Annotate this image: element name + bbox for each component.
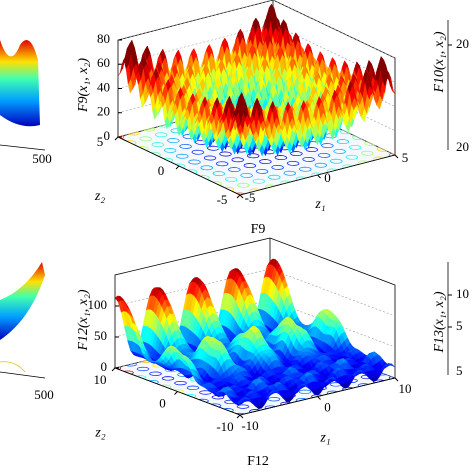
floor-contour — [352, 135, 364, 141]
floor-contour — [179, 143, 192, 149]
floor-contour — [252, 178, 266, 184]
floor-contour — [255, 168, 269, 174]
z-tick-label: 50 — [94, 328, 107, 343]
floor-contour — [290, 151, 303, 157]
x-axis-label: z₁ — [314, 197, 325, 212]
floor-contour — [299, 166, 312, 172]
floor-contour — [231, 157, 244, 163]
z-axis-label: F9(x₁, x₂) — [76, 58, 91, 113]
floor-contour — [336, 139, 350, 145]
floor-contour — [305, 147, 319, 153]
floor-contour — [139, 136, 152, 142]
floor-contour — [274, 155, 288, 161]
y-tick-label: 20 — [456, 139, 469, 154]
z-tick-label: 0 — [104, 128, 111, 143]
x-tick — [317, 174, 321, 179]
floor-contour — [0, 361, 26, 373]
floor-contour — [321, 143, 334, 149]
y-axis-label: z₂ — [94, 189, 105, 204]
floor-contour — [215, 161, 229, 167]
floor-contour — [246, 153, 260, 159]
floor-contour — [167, 138, 180, 144]
axis-line — [0, 144, 46, 151]
floor-contour — [240, 172, 253, 178]
y-tick — [114, 136, 119, 141]
floor-contour — [176, 153, 189, 159]
z-tick-label: 40 — [97, 79, 110, 94]
floor-contour — [345, 154, 359, 160]
floor-contour — [243, 163, 257, 169]
y-tick-label: -5 — [217, 192, 228, 207]
y-tick-label: 5 — [97, 134, 104, 149]
floor-contour — [127, 131, 140, 136]
floor-contour — [151, 142, 165, 148]
axis-line — [0, 371, 46, 379]
x-tick-label: 500 — [32, 151, 52, 166]
floor-contour — [143, 127, 156, 132]
floor-contour — [200, 165, 213, 171]
floor-contour — [188, 159, 201, 165]
floor-contour — [302, 156, 315, 162]
z-tick-label: 80 — [97, 31, 110, 46]
x-tick — [394, 154, 399, 159]
partial-surface — [0, 262, 45, 340]
grid-line — [117, 0, 396, 59]
floor-contour — [268, 174, 281, 180]
floor-contour — [154, 132, 168, 138]
caption: F9 — [251, 222, 266, 237]
x-tick-label: -5 — [245, 190, 256, 205]
floor-contour — [348, 144, 362, 150]
floor-contour — [212, 171, 226, 177]
floor-contour — [163, 147, 177, 153]
x-tick — [239, 194, 244, 199]
floor-contour — [314, 162, 328, 168]
floor-contour — [259, 159, 272, 165]
back-wall — [117, 0, 396, 155]
floor-contour — [224, 176, 238, 182]
floor-contour — [283, 170, 297, 176]
floor-contour — [317, 152, 331, 158]
z-tick-label: 60 — [97, 55, 110, 70]
floor-contour — [191, 149, 205, 155]
floor-contour — [219, 151, 232, 157]
y-tick — [175, 165, 180, 170]
floor-contour — [333, 148, 346, 154]
x-tick-label: 500 — [34, 387, 54, 402]
z-axis-label: F10(x₁, x₂) — [432, 31, 447, 93]
y-tick — [236, 194, 241, 199]
x-tick-label: 0 — [324, 170, 331, 185]
floor-contour — [237, 182, 250, 188]
y-tick-label: 0 — [158, 163, 165, 178]
z-tick-label: 20 — [97, 104, 110, 119]
floor-contour — [228, 167, 241, 173]
z-tick-label: 20 — [456, 36, 469, 51]
x-tick-label: 5 — [402, 150, 409, 165]
floor-contour — [203, 155, 217, 161]
floor-contour — [271, 164, 284, 170]
floor-contour — [361, 150, 374, 156]
floor-contour — [286, 160, 300, 166]
floor-contour — [330, 158, 343, 164]
partial-surface — [0, 40, 40, 127]
